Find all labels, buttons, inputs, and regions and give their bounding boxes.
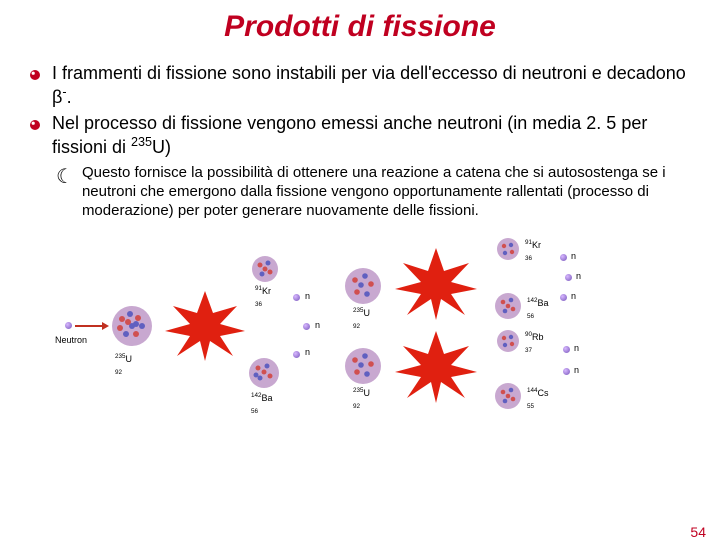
sub-bullet-row: ☾ Questo fornisce la possibilità di otte… <box>56 164 692 220</box>
explosion-2b <box>395 331 477 403</box>
kr91-nucleus-2 <box>495 236 521 262</box>
neutron-dot <box>293 294 300 301</box>
rb90-nucleus <box>495 328 521 354</box>
explosion-1 <box>165 291 245 361</box>
neutron-dot <box>560 254 567 261</box>
u235-label-1: 235U92 <box>115 354 132 376</box>
u235-nucleus-2a <box>343 266 383 306</box>
fission-diagram: Neutron 235U92 91Kr36 <box>55 236 665 411</box>
n-label: n <box>574 344 579 353</box>
content-area: I frammenti di fissione sono instabili p… <box>0 62 720 411</box>
kr91-label: 91Kr36 <box>255 286 271 308</box>
neutron-dot <box>565 274 572 281</box>
u235-nucleus-1 <box>110 304 154 348</box>
ba142-nucleus <box>247 356 281 390</box>
bullet-row: I frammenti di fissione sono instabili p… <box>28 62 692 108</box>
n-label: n <box>305 292 310 301</box>
u235-label-bot: 235U92 <box>353 388 370 410</box>
kr91-nucleus <box>250 254 280 284</box>
ba142-label: 142Ba56 <box>251 393 273 415</box>
n-label: n <box>315 321 320 330</box>
cs144-label: 144Cs55 <box>527 388 549 410</box>
neutron-dot <box>560 294 567 301</box>
ba142-label-2: 142Ba56 <box>527 298 549 320</box>
cs144-nucleus <box>493 381 523 411</box>
incoming-neutron <box>65 322 72 329</box>
neutron-dot <box>293 351 300 358</box>
neutron-label: Neutron <box>55 336 87 345</box>
neutron-dot <box>563 346 570 353</box>
u235-nucleus-2b <box>343 346 383 386</box>
u235-label-mid: 235U92 <box>353 308 370 330</box>
arrow-in <box>75 325 103 327</box>
rb90-label: 90Rb37 <box>525 332 544 354</box>
bullet-2-span: Nel processo di fissione vengono emessi … <box>52 113 647 157</box>
n-label: n <box>305 348 310 357</box>
sub-bullet-icon: ☾ <box>56 164 74 189</box>
sub-text: Questo fornisce la possibilità di ottene… <box>82 164 692 220</box>
bullet-text-2: Nel processo di fissione vengono emessi … <box>52 112 692 158</box>
page-number: 54 <box>690 524 706 540</box>
n-label: n <box>571 252 576 261</box>
bullet-row: Nel processo di fissione vengono emessi … <box>28 112 692 158</box>
page-title: Prodotti di fissione <box>0 10 720 44</box>
bullet-text-1: I frammenti di fissione sono instabili p… <box>52 62 692 108</box>
bullet-1-span: I frammenti di fissione sono instabili p… <box>52 63 686 107</box>
explosion-2a <box>395 248 477 320</box>
n-label: n <box>574 366 579 375</box>
bullet-icon <box>28 118 42 132</box>
ba142-nucleus-2 <box>493 291 523 321</box>
n-label: n <box>576 272 581 281</box>
neutron-dot <box>303 323 310 330</box>
neutron-dot <box>563 368 570 375</box>
kr91-label-2: 91Kr36 <box>525 240 541 262</box>
n-label: n <box>571 292 576 301</box>
bullet-icon <box>28 68 42 82</box>
